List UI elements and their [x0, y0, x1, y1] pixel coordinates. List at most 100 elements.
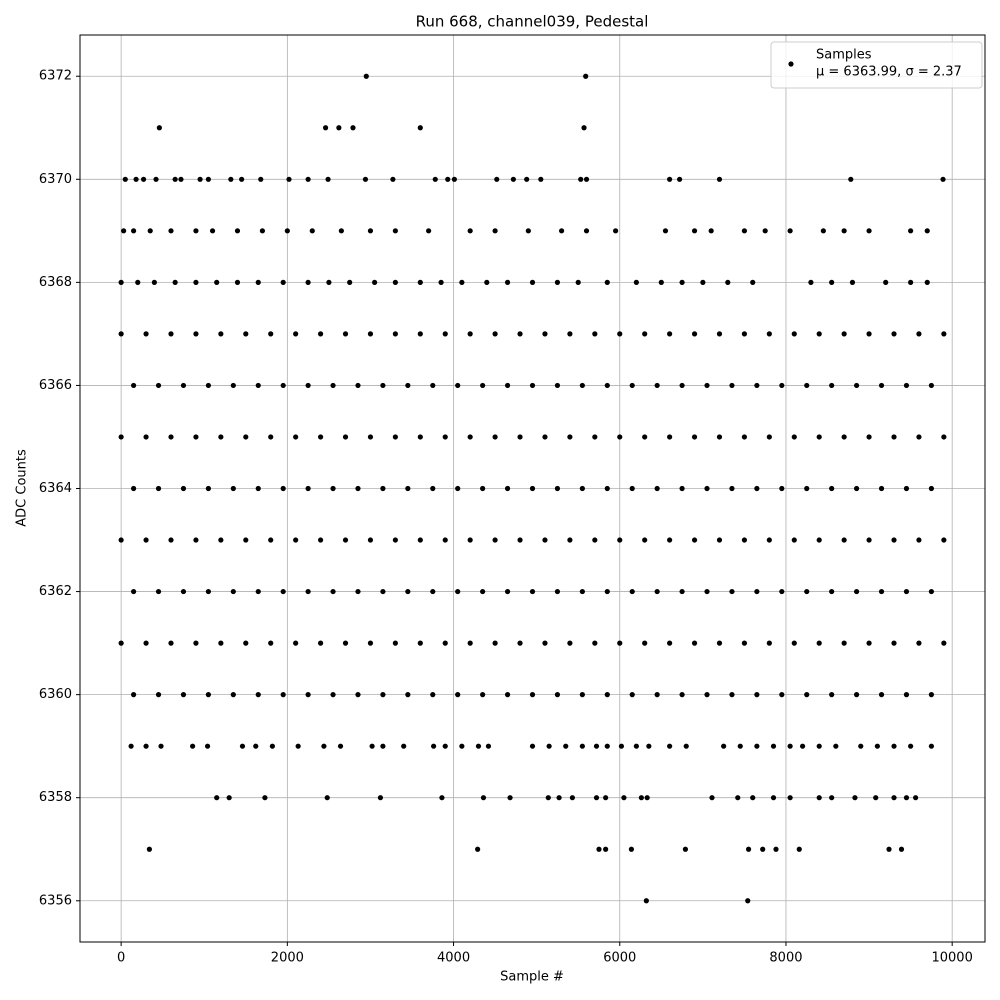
point	[854, 588, 860, 595]
point	[854, 485, 860, 492]
point	[228, 176, 234, 182]
point	[118, 434, 124, 440]
point	[239, 176, 245, 182]
point	[430, 382, 436, 389]
point	[121, 228, 127, 234]
point	[131, 485, 137, 492]
point	[118, 331, 124, 337]
point	[392, 228, 398, 234]
point	[941, 640, 947, 646]
point	[654, 382, 660, 389]
point	[556, 795, 562, 801]
point	[230, 485, 236, 492]
point	[168, 434, 174, 440]
point	[218, 640, 224, 646]
point	[255, 485, 261, 492]
point	[269, 743, 275, 749]
point	[168, 640, 174, 646]
point	[367, 434, 374, 440]
point	[799, 743, 806, 749]
point	[642, 537, 648, 543]
point	[745, 846, 752, 852]
point	[118, 537, 124, 543]
point	[592, 434, 598, 440]
point	[155, 382, 162, 389]
point	[336, 125, 342, 131]
point	[866, 537, 872, 543]
point	[816, 743, 822, 749]
point	[209, 228, 216, 234]
point	[380, 692, 386, 698]
point	[841, 434, 847, 440]
point	[168, 537, 174, 543]
point	[439, 795, 445, 801]
point	[679, 382, 685, 389]
point	[284, 228, 290, 234]
point	[924, 279, 930, 285]
point	[193, 537, 199, 543]
point	[592, 537, 598, 543]
point	[295, 743, 301, 749]
point	[122, 176, 128, 182]
point	[309, 228, 315, 234]
point	[567, 331, 573, 337]
point	[709, 795, 715, 801]
point	[529, 279, 536, 285]
point	[642, 640, 648, 646]
y-tick-label: 6360	[39, 687, 72, 702]
point	[849, 279, 856, 285]
point	[808, 279, 814, 285]
point	[480, 485, 486, 492]
point	[691, 228, 698, 234]
point	[417, 279, 423, 285]
point	[691, 434, 698, 440]
x-tick-label: 0	[117, 951, 125, 966]
point	[253, 743, 259, 749]
point	[633, 279, 639, 285]
point	[737, 743, 743, 749]
point	[369, 743, 375, 749]
point	[916, 331, 922, 337]
point	[517, 537, 523, 543]
point	[467, 537, 473, 543]
point	[667, 331, 673, 337]
point	[180, 692, 187, 698]
y-tick-label: 6366	[39, 378, 72, 393]
point	[643, 898, 649, 904]
point	[667, 176, 673, 182]
point	[234, 228, 241, 234]
point	[317, 537, 324, 543]
point	[729, 692, 735, 698]
legend: Samples μ = 6363.99, σ = 2.37	[770, 41, 983, 89]
point	[629, 588, 635, 595]
point	[128, 743, 134, 749]
point	[766, 537, 772, 543]
point	[377, 795, 384, 801]
point	[858, 743, 864, 749]
point	[293, 434, 299, 440]
point	[243, 434, 249, 440]
point	[230, 692, 236, 698]
point	[367, 640, 374, 646]
point	[367, 331, 374, 337]
point	[791, 434, 797, 440]
point	[716, 640, 723, 646]
point	[592, 331, 598, 337]
point	[841, 331, 847, 337]
point	[230, 588, 236, 595]
point	[804, 588, 810, 595]
point	[579, 588, 585, 595]
point	[558, 228, 565, 234]
point	[401, 743, 407, 749]
point	[405, 485, 411, 492]
point	[604, 743, 610, 749]
point	[317, 331, 324, 337]
point	[679, 588, 685, 595]
point	[197, 176, 203, 182]
point	[492, 640, 498, 646]
point	[529, 382, 536, 389]
point	[916, 640, 922, 646]
point	[567, 640, 573, 646]
x-tick-label: 8000	[769, 951, 802, 966]
point	[475, 743, 482, 749]
